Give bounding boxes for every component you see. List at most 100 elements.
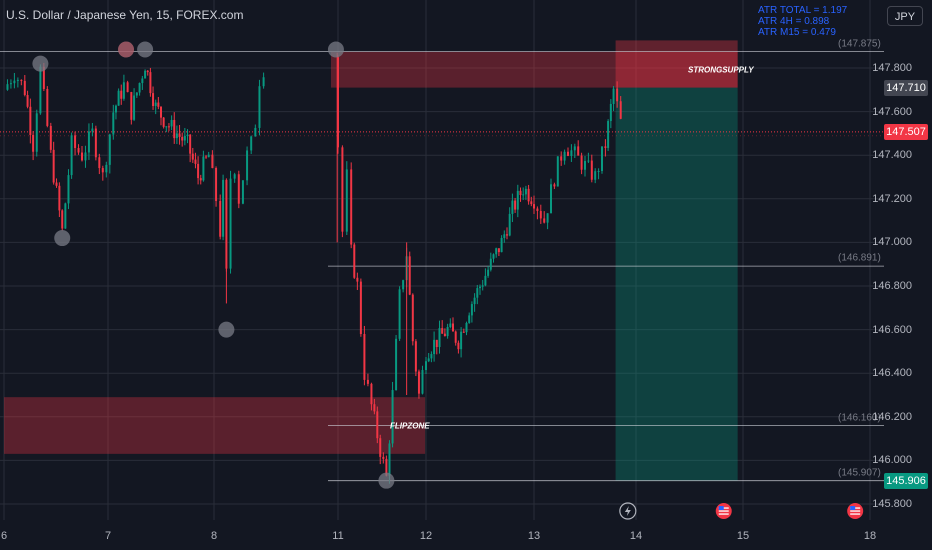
candle-body: [39, 66, 42, 114]
candle-body: [194, 159, 197, 164]
swing-marker: [378, 472, 395, 489]
candle-body: [484, 275, 487, 286]
candle-body: [105, 164, 108, 173]
candle-body: [246, 150, 249, 181]
candle-body: [258, 86, 261, 128]
candle-body: [435, 339, 438, 348]
candle-body: [388, 443, 391, 476]
lightning-icon: [619, 502, 637, 520]
candle-body: [560, 156, 563, 161]
candle-body: [254, 127, 257, 137]
candle-body: [359, 281, 362, 334]
candle-body: [6, 84, 9, 90]
candle-body: [241, 180, 244, 204]
us-flag-icon: [847, 503, 864, 519]
swing-marker: [118, 41, 135, 58]
candle-body: [492, 254, 495, 259]
candle-body: [563, 151, 566, 161]
candle-body: [26, 94, 29, 107]
level-label: (146.891): [838, 252, 881, 264]
candle-body: [149, 72, 152, 94]
candle-body: [465, 322, 468, 333]
currency-button[interactable]: JPY: [887, 6, 923, 26]
candle-body: [489, 258, 492, 270]
x-tick-label: 11: [332, 530, 344, 542]
candle-body: [175, 133, 178, 139]
candle-body: [616, 88, 619, 102]
candle-body: [229, 178, 232, 269]
candle-body: [262, 77, 265, 87]
swing-marker: [54, 230, 71, 247]
atr-total: ATR TOTAL = 1.197: [758, 5, 848, 16]
y-tick-label: 147.600: [872, 105, 912, 118]
candle-body: [470, 304, 473, 316]
candle-body: [414, 341, 417, 372]
candle-body: [411, 294, 414, 342]
candle-body: [402, 280, 405, 290]
candle-body: [191, 153, 194, 160]
candle-body: [497, 248, 500, 253]
candle-body: [49, 125, 52, 150]
candle-body: [553, 184, 556, 187]
x-tick-label: 14: [629, 530, 643, 542]
candle-body: [398, 289, 401, 339]
candle-body: [32, 134, 35, 152]
candle-body: [152, 93, 155, 106]
candle-body: [207, 154, 210, 158]
swing-marker: [32, 55, 49, 72]
candle-body: [120, 90, 123, 99]
candle-body: [363, 333, 366, 380]
y-tick-label: 147.800: [872, 62, 912, 74]
candle-body: [457, 342, 460, 350]
candle-body: [584, 161, 586, 170]
x-tick-label: 18: [863, 530, 877, 542]
swing-marker: [137, 41, 154, 58]
candle-body: [604, 146, 607, 148]
candle-body: [590, 160, 593, 180]
candle-body: [476, 288, 479, 298]
candle-body: [495, 248, 498, 255]
candle-body: [178, 133, 181, 137]
candle-body: [130, 92, 133, 120]
candle-body: [61, 210, 64, 229]
chart-title: U.S. Dollar / Japanese Yen, 15, FOREX.co…: [6, 8, 244, 22]
candle-body: [546, 213, 549, 223]
candle-body: [81, 152, 83, 161]
candle-body: [170, 119, 173, 127]
candle-body: [42, 66, 45, 89]
candle-body: [382, 456, 385, 459]
candle-body: [160, 106, 162, 118]
level-label: (146.160): [838, 412, 881, 424]
candle-body: [550, 184, 552, 214]
candle-body: [29, 106, 32, 135]
candle-body: [186, 134, 189, 136]
candle-body: [162, 117, 165, 127]
candle-body: [345, 169, 348, 232]
y-tick-label: 146.400: [872, 367, 912, 380]
candle-body: [597, 171, 600, 173]
candle-body: [154, 102, 157, 106]
candle-body: [55, 182, 58, 186]
candle-body: [337, 57, 339, 148]
candle-body: [126, 82, 129, 93]
candle-body: [197, 163, 200, 179]
candle-body: [519, 190, 522, 196]
candle-body: [438, 328, 441, 348]
candle-body: [573, 146, 576, 151]
candle-body: [112, 112, 115, 135]
x-tick-label: 13: [527, 530, 541, 542]
candle-body: [91, 128, 94, 132]
candle-body: [609, 103, 612, 122]
candle-body: [556, 156, 559, 187]
candle-body: [74, 135, 77, 149]
candle-body: [101, 168, 104, 173]
candle-body: [144, 70, 147, 79]
candle-body: [473, 297, 476, 305]
candle-body: [481, 285, 484, 287]
candle-body: [433, 339, 436, 355]
candle-body: [117, 90, 120, 106]
candle-body: [181, 136, 184, 141]
level-label: (147.875): [838, 38, 881, 50]
y-tick-label: 146.600: [872, 323, 912, 336]
